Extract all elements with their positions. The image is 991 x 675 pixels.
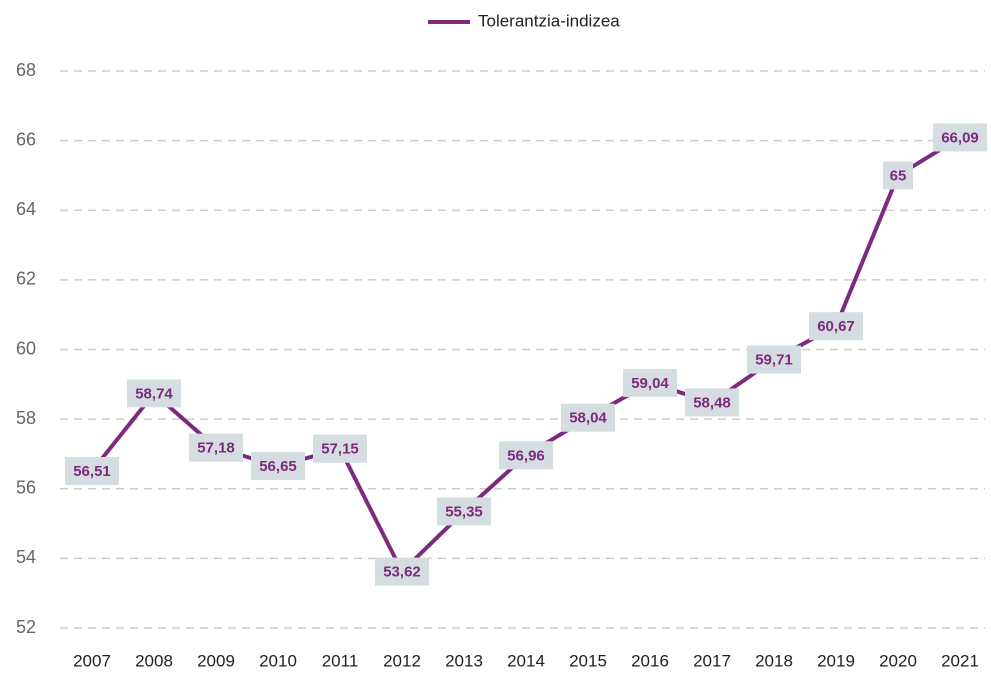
y-tick-label: 60 — [16, 338, 36, 358]
value-label: 56,96 — [507, 447, 545, 464]
value-label: 60,67 — [817, 318, 855, 335]
x-tick-label: 2015 — [569, 651, 607, 670]
line — [90, 135, 962, 575]
value-label-box — [747, 345, 801, 374]
x-tick-label: 2012 — [383, 651, 421, 670]
value-label-box — [375, 557, 429, 586]
value-label: 59,71 — [755, 352, 793, 369]
x-tick-label: 2019 — [817, 651, 855, 670]
x-tick-label: 2013 — [445, 651, 483, 670]
value-label-box — [809, 312, 863, 341]
value-label-box — [65, 456, 119, 485]
x-tick-label: 2009 — [197, 651, 235, 670]
value-label-box — [189, 433, 243, 462]
value-label-box — [883, 161, 913, 190]
y-tick-label: 66 — [16, 129, 36, 149]
y-tick-label: 56 — [16, 478, 36, 498]
x-tick-label: 2008 — [135, 651, 173, 670]
legend-label: Tolerantzia-indizea — [478, 11, 620, 30]
value-label-box — [437, 497, 491, 526]
value-label: 58,48 — [693, 394, 731, 411]
x-tick-label: 2011 — [322, 651, 359, 670]
y-tick-label: 58 — [16, 408, 36, 428]
value-label-box — [685, 388, 739, 417]
value-label: 59,04 — [631, 375, 669, 392]
value-label: 57,18 — [197, 440, 235, 457]
y-tick-label: 54 — [16, 547, 36, 567]
value-label-box — [251, 452, 305, 481]
x-tick-label: 2014 — [507, 651, 545, 670]
value-label: 55,35 — [445, 503, 483, 520]
x-tick-label: 2020 — [879, 651, 917, 670]
value-label: 56,65 — [259, 458, 297, 475]
value-label: 56,51 — [73, 463, 111, 480]
value-label: 65 — [890, 167, 907, 184]
y-tick-label: 62 — [16, 269, 36, 289]
y-tick-label: 52 — [16, 617, 36, 637]
value-label: 53,62 — [383, 564, 421, 581]
value-label-box — [127, 379, 181, 408]
value-label-box — [623, 368, 677, 397]
x-tick-label: 2010 — [259, 651, 297, 670]
x-tick-label: 2018 — [755, 651, 793, 670]
x-tick-label: 2021 — [941, 651, 979, 670]
value-label-box — [561, 403, 615, 432]
y-tick-label: 68 — [16, 60, 36, 80]
y-tick-label: 64 — [16, 199, 36, 219]
value-label: 58,74 — [135, 385, 173, 402]
x-tick-label: 2017 — [693, 651, 731, 670]
x-tick-label: 2007 — [73, 651, 111, 670]
value-label-box — [933, 123, 987, 152]
x-tick-label: 2016 — [631, 651, 669, 670]
value-label-box — [499, 441, 553, 470]
value-label: 66,09 — [941, 129, 979, 146]
value-label: 57,15 — [321, 441, 359, 458]
value-label-box — [313, 434, 367, 463]
value-label: 58,04 — [569, 410, 607, 427]
